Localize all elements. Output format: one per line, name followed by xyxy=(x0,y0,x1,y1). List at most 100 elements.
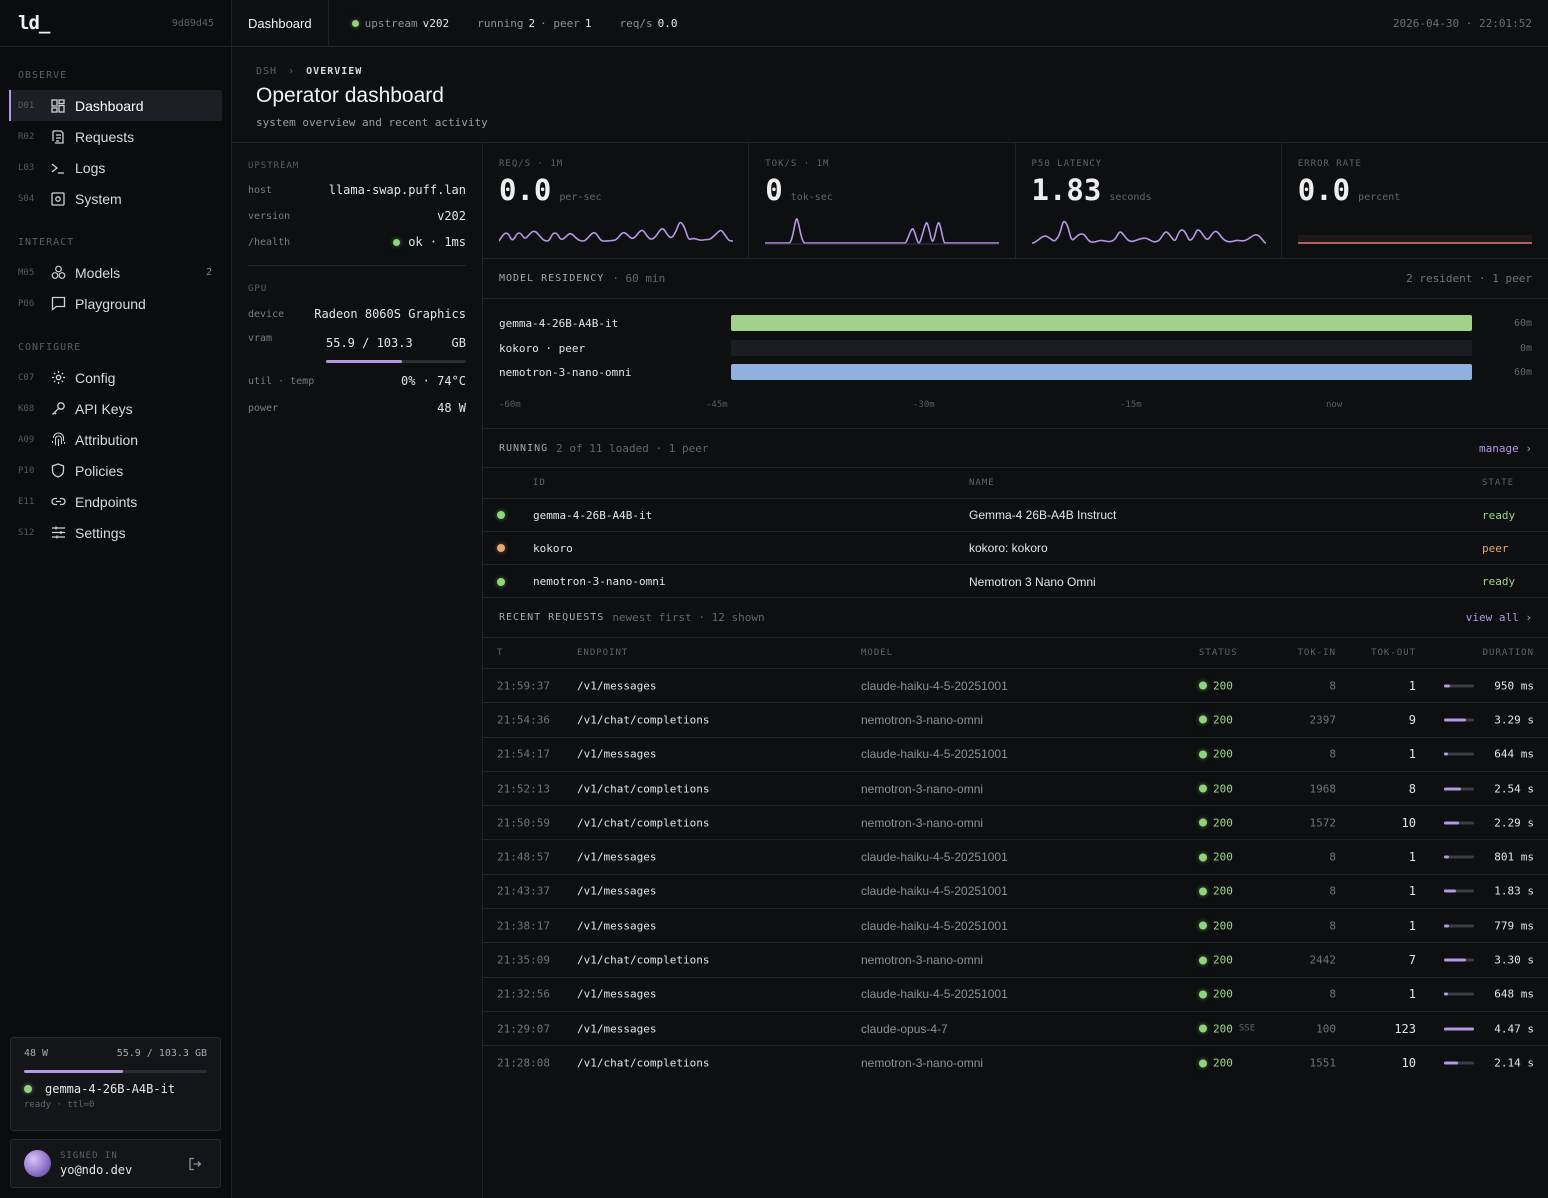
request-endpoint: /v1/messages xyxy=(577,919,657,933)
duration-bar xyxy=(1444,752,1474,756)
request-tok-out: 8 xyxy=(1408,781,1416,796)
top-breadcrumb[interactable]: Dashboard xyxy=(232,0,329,47)
request-tok-out: 1 xyxy=(1408,987,1416,1002)
request-tok-in: 8 xyxy=(1329,679,1336,693)
app-logo[interactable]: ld_ xyxy=(18,12,50,34)
request-model: nemotron-3-nano-omni xyxy=(861,781,984,796)
table-row[interactable]: 21:54:36/v1/chat/completions nemotron-3-n… xyxy=(483,703,1548,738)
request-status: 200 xyxy=(1199,713,1239,726)
sidebar-item-system[interactable]: S04 System xyxy=(9,183,222,214)
residency-model-name: kokoro · peer xyxy=(499,341,586,355)
table-row[interactable]: 21:32:56/v1/messages claude-haiku-4-5-202… xyxy=(483,978,1548,1012)
residency-fill xyxy=(731,315,1472,331)
column-header[interactable]: TOK-IN xyxy=(1297,648,1336,658)
page-title: Operator dashboard xyxy=(256,84,444,107)
axis-tick: -15m xyxy=(1120,400,1142,410)
sidebar-item-dashboard[interactable]: D01 Dashboard xyxy=(9,90,222,121)
table-row[interactable]: 21:38:17/v1/messages claude-haiku-4-5-202… xyxy=(483,909,1548,944)
gpu-vram-fill xyxy=(326,360,402,363)
column-header[interactable]: TOK-OUT xyxy=(1371,648,1416,658)
column-header[interactable]: DURATION xyxy=(1482,648,1534,658)
user-card[interactable]: SIGNED IN yo@ndo.dev xyxy=(10,1139,221,1188)
status-code: 200 xyxy=(1213,919,1233,933)
request-model: nemotron-3-nano-omni xyxy=(861,953,984,968)
request-model: claude-haiku-4-5-20251001 xyxy=(861,678,1008,693)
power-card[interactable]: 48 W 55.9 / 103.3 GB gemma-4-26B-A4B-it … xyxy=(10,1037,221,1131)
status-dot xyxy=(24,1085,32,1093)
column-header[interactable]: STATUS xyxy=(1199,648,1238,658)
logout-icon[interactable] xyxy=(188,1157,202,1176)
duration-bar xyxy=(1444,684,1474,688)
column-header[interactable]: ID xyxy=(533,478,546,488)
sidebar-item-requests[interactable]: R02 Requests xyxy=(9,121,222,152)
sidebar-item-label: Playground xyxy=(75,295,146,312)
sidebar-item-settings[interactable]: S12 Settings xyxy=(9,517,222,548)
requests-table-header: T ENDPOINT MODEL STATUS TOK-IN TOK-OUT D… xyxy=(483,638,1548,669)
sidebar-item-playground[interactable]: P06 Playground xyxy=(9,288,222,319)
breadcrumb-root[interactable]: DSH xyxy=(256,66,278,77)
request-status: 200 xyxy=(1199,679,1239,692)
table-row[interactable]: 21:35:09/v1/chat/completions nemotron-3-n… xyxy=(483,943,1548,978)
sliders-icon xyxy=(50,525,66,541)
models-count-badge: 2 xyxy=(205,267,212,278)
health-value: ok · 1ms xyxy=(408,235,466,249)
request-endpoint: /v1/chat/completions xyxy=(577,816,710,830)
duration-bar xyxy=(1444,855,1474,859)
table-row[interactable]: 21:48:57/v1/messages claude-haiku-4-5-202… xyxy=(483,840,1548,875)
metric-unit: tok-sec xyxy=(790,192,833,203)
table-row[interactable]: 21:54:17/v1/messages claude-haiku-4-5-202… xyxy=(483,738,1548,772)
metric-tok-per-sec: TOK/S · 1M 0 tok-sec xyxy=(749,143,1016,259)
column-header[interactable]: T xyxy=(497,648,504,658)
page-header: DSH › OVERVIEW Operator dashboard system… xyxy=(232,47,1548,143)
metric-p50-latency: P50 LATENCY 1.83 seconds xyxy=(1016,143,1282,259)
sidebar-item-models[interactable]: M05 Models 2 xyxy=(9,257,222,288)
system-icon xyxy=(50,191,66,207)
column-header[interactable]: ENDPOINT xyxy=(577,648,629,658)
residency-track xyxy=(731,340,1472,356)
metric-value: 1.83 xyxy=(1031,173,1102,207)
table-row[interactable]: 21:29:07/v1/messages claude-opus-4-7 200 SS… xyxy=(483,1012,1548,1047)
table-row[interactable]: 21:59:37/v1/messages claude-haiku-4-5-202… xyxy=(483,669,1548,704)
request-tok-out: 10 xyxy=(1401,1056,1416,1071)
table-row[interactable]: kokoro kokoro: kokoro peer xyxy=(483,532,1548,565)
table-row[interactable]: 21:52:13/v1/chat/completions nemotron-3-n… xyxy=(483,772,1548,807)
column-header[interactable]: MODEL xyxy=(861,648,894,658)
table-row[interactable]: nemotron-3-nano-omni Nemotron 3 Nano Omn… xyxy=(483,565,1548,598)
table-row[interactable]: 21:50:59/v1/chat/completions nemotron-3-n… xyxy=(483,806,1548,841)
sidebar-item-logs[interactable]: L03 Logs xyxy=(9,152,222,183)
device-value: Radeon 8060S Graphics xyxy=(314,307,466,321)
duration-bar xyxy=(1444,992,1474,996)
column-header[interactable]: NAME xyxy=(969,478,995,488)
sidebar-item-attribution[interactable]: A09 Attribution xyxy=(9,424,222,455)
status-dot xyxy=(1199,1024,1207,1033)
sidebar-item-endpoints[interactable]: E11 Endpoints xyxy=(9,486,222,517)
table-row[interactable]: 21:28:08/v1/chat/completions nemotron-3-n… xyxy=(483,1046,1548,1080)
model-name: Nemotron 3 Nano Omni xyxy=(969,574,1096,589)
duration-bar xyxy=(1444,787,1474,791)
request-duration: 644 ms xyxy=(1494,747,1534,761)
request-endpoint: /v1/chat/completions xyxy=(577,782,710,796)
request-tok-out: 123 xyxy=(1394,1021,1416,1036)
manage-link[interactable]: manage › xyxy=(1479,441,1532,455)
shield-icon xyxy=(50,463,66,479)
column-header[interactable]: STATE xyxy=(1482,478,1515,488)
breadcrumb: DSH › OVERVIEW xyxy=(256,66,1548,77)
residency-track xyxy=(731,315,1472,331)
model-residency-panel: MODEL RESIDENCY · 60 min 2 resident · 1 … xyxy=(483,259,1548,429)
view-all-link[interactable]: view all › xyxy=(1465,611,1532,624)
running-header: RUNNING 2 of 11 loaded · 1 peer manage › xyxy=(483,429,1548,468)
status-dot xyxy=(1199,750,1207,759)
request-status: 200 xyxy=(1199,748,1239,761)
running-title: RUNNING xyxy=(499,442,549,454)
table-row[interactable]: gemma-4-26B-A4B-it Gemma-4 26B-A4B Instr… xyxy=(483,499,1548,532)
table-row[interactable]: 21:43:37/v1/messages claude-haiku-4-5-202… xyxy=(483,875,1548,910)
request-duration: 1.83 s xyxy=(1494,884,1534,898)
request-duration: 3.29 s xyxy=(1494,713,1534,727)
dashboard-icon xyxy=(50,98,66,114)
sidebar-item-api-keys[interactable]: K08 API Keys xyxy=(9,393,222,424)
sidebar-item-config[interactable]: C07 Config xyxy=(9,362,222,393)
sidebar-item-policies[interactable]: P10 Policies xyxy=(9,455,222,486)
terminal-icon xyxy=(50,160,66,176)
request-tok-out: 7 xyxy=(1408,953,1416,968)
nav-code: M05 xyxy=(18,267,35,278)
